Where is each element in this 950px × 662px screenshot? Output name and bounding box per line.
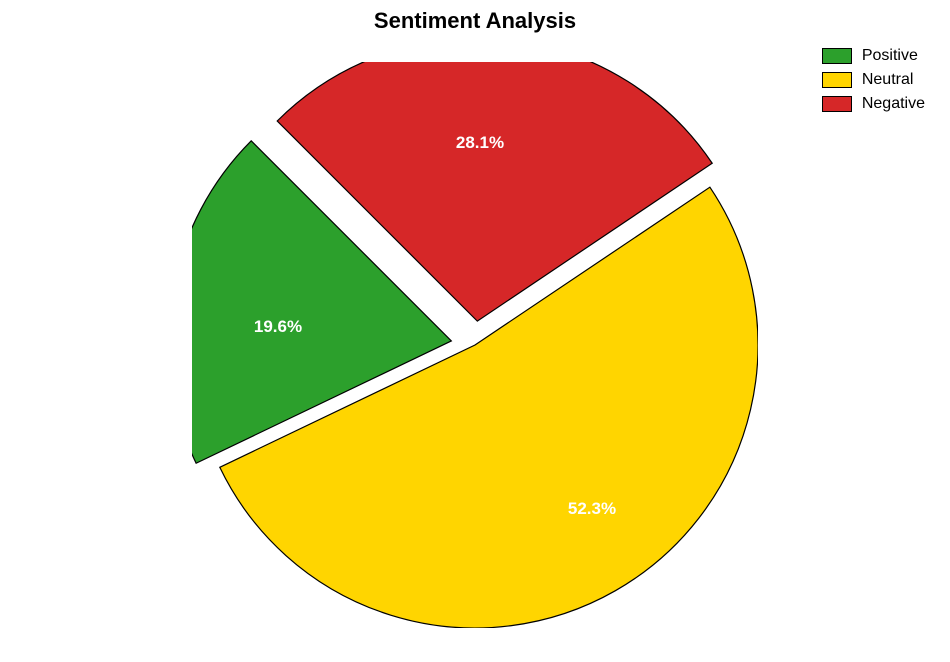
chart-title: Sentiment Analysis bbox=[374, 8, 576, 34]
legend-label: Neutral bbox=[862, 71, 914, 89]
legend-label: Negative bbox=[862, 95, 925, 113]
legend-swatch bbox=[822, 96, 852, 112]
legend: Positive Neutral Negative bbox=[822, 47, 925, 113]
legend-item-negative: Negative bbox=[822, 95, 925, 113]
legend-item-neutral: Neutral bbox=[822, 71, 925, 89]
legend-item-positive: Positive bbox=[822, 47, 925, 65]
slice-percent-label: 52.3% bbox=[568, 499, 616, 519]
slice-percent-label: 19.6% bbox=[254, 317, 302, 337]
legend-swatch bbox=[822, 48, 852, 64]
slice-percent-label: 28.1% bbox=[456, 133, 504, 153]
legend-swatch bbox=[822, 72, 852, 88]
legend-label: Positive bbox=[862, 47, 918, 65]
